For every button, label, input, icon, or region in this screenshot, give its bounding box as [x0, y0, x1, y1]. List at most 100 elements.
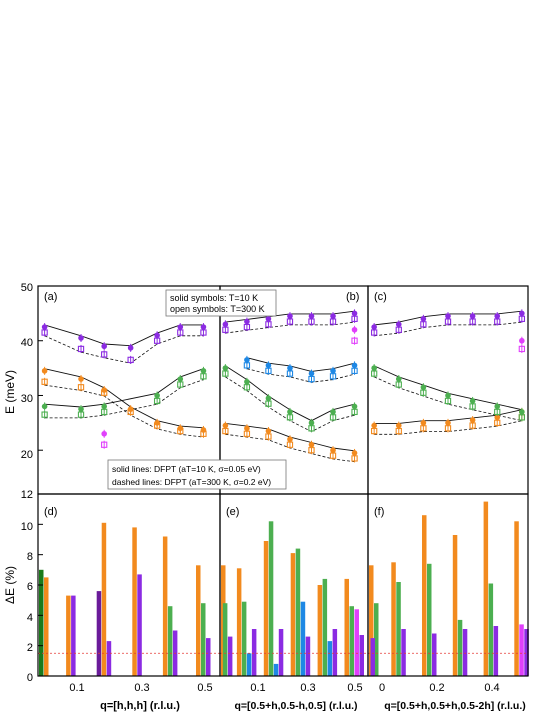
point-300K-a-magenta-0: [101, 441, 108, 448]
point-10K-a-purple-5: [177, 324, 184, 330]
dfpt-curve-solid-a-1: [44, 368, 204, 408]
point-300K-c-purple-4: [469, 318, 476, 325]
bar-e-2-purple: [278, 629, 284, 676]
point-300K-b-purple-0: [222, 326, 229, 333]
point-300K-b-purple-3: [286, 318, 294, 325]
point-300K-a-purple-2: [101, 351, 108, 358]
point-300K-b-green-1: [243, 384, 251, 391]
point-300K-c-green-0: [371, 370, 378, 377]
ytick-label-0: 0: [27, 672, 33, 684]
point-300K-c-orange-0: [371, 427, 378, 435]
point-300K-a-orange-6: [200, 430, 207, 437]
bar-e-3-blue: [300, 601, 306, 676]
ytick-label-50: 50: [21, 282, 33, 294]
point-10K-b-green-6: [351, 403, 358, 410]
point-10K-c-magenta-0: [519, 337, 525, 344]
point-10K-b-blue-1: [265, 362, 272, 369]
point-300K-b-orange-0: [222, 427, 229, 435]
point-300K-c-purple-0: [371, 329, 378, 336]
point-10K-a-purple-3: [127, 345, 134, 351]
bar-f-2-green: [427, 563, 432, 676]
point-300K-b-green-5: [329, 414, 337, 421]
bar-f-5-magenta: [519, 624, 524, 676]
point-300K-a-orange-5: [177, 427, 184, 435]
point-10K-a-orange-0: [41, 368, 48, 374]
bar-e-5-magenta: [354, 609, 359, 676]
xlabel-b: q=[0.5+h,0.5-h,0.5] (r.l.u.): [234, 700, 357, 712]
bar-d-1-orange: [66, 595, 71, 676]
legend-solid-symbols: solid symbols: T=10 K: [170, 293, 258, 303]
xtick-c-0.4: 0.4: [484, 682, 499, 694]
bar-e-1-green: [241, 601, 247, 676]
bar-e-3-purple: [305, 636, 311, 676]
bar-f-2-orange: [422, 515, 427, 676]
point-10K-c-purple-0: [371, 324, 377, 330]
bar-f-1-purple: [401, 629, 406, 676]
point-10K-a-green-3: [154, 392, 160, 399]
point-300K-b-purple-4: [308, 318, 315, 325]
legend-open-symbols: open symbols: T=300 K: [170, 304, 265, 314]
top-ytick-labels: 20 30 40 50: [21, 282, 33, 461]
bar-e-2-green: [268, 521, 274, 676]
point-10K-b-purple-2: [265, 316, 272, 322]
panel-labels: (a) (b) (c) (d) (e) (f): [44, 291, 387, 518]
point-10K-b-purple-4: [308, 313, 315, 319]
ytick-label-4: 4: [27, 612, 33, 624]
point-10K-b-blue-2: [287, 365, 293, 371]
point-10K-b-green-3: [287, 409, 293, 415]
point-300K-a-orange-3: [127, 408, 134, 416]
dfpt-curve-dashed-a-1: [44, 379, 204, 419]
ytick-label-6: 6: [27, 581, 33, 593]
point-10K-c-green-1: [395, 376, 402, 382]
bar-d-2-purple: [106, 641, 112, 676]
xtick-a-0.1: 0.1: [69, 682, 84, 694]
point-10K-b-orange-3: [287, 436, 293, 443]
point-10K-c-green-2: [420, 384, 427, 391]
point-10K-c-orange-4: [469, 417, 476, 423]
bar-d-0-darkgreen: [39, 569, 44, 676]
panel-label-a: (a): [44, 291, 57, 303]
point-300K-b-orange-1: [243, 430, 251, 437]
point-300K-c-orange-5: [494, 419, 501, 426]
point-300K-c-purple-1: [395, 326, 402, 333]
point-10K-c-purple-1: [395, 321, 402, 328]
point-300K-a-purple-5: [177, 329, 184, 336]
line-legend-box: [107, 459, 287, 490]
bar-f-2-purple: [432, 633, 437, 676]
point-10K-a-green-4: [177, 376, 184, 382]
xtick-labels: 0.1 0.3 0.5 0.1 0.3 0.5 0 0.2 0.4: [69, 682, 499, 694]
panel-label-f: (f): [374, 506, 384, 518]
point-300K-b-blue-0: [243, 362, 251, 369]
point-10K-c-orange-0: [371, 422, 377, 429]
bar-f-4-purple: [493, 626, 499, 676]
chart-marks: [38, 285, 529, 677]
symbol-legend-box: [165, 289, 277, 317]
dfpt-curve-dashed-b-2: [246, 368, 355, 383]
xlabel-c: q=[0.5+h,0.5+h,0.5-2h] (r.l.u.): [384, 700, 526, 712]
ytick-label-8: 8: [27, 551, 33, 563]
dfpt-dispersion-curves: [44, 310, 522, 463]
point-10K-b-blue-5: [351, 362, 358, 369]
point-10K-b-purple-5: [330, 313, 336, 319]
xtick-b-0.3: 0.3: [300, 682, 315, 694]
point-300K-a-green-4: [177, 381, 184, 388]
point-10K-c-purple-6: [519, 310, 525, 317]
point-10K-a-magenta-0: [101, 430, 107, 437]
bar-e-3-orange: [290, 553, 296, 676]
bar-d-5-green: [201, 603, 206, 676]
point-10K-b-purple-0: [222, 321, 229, 328]
bottom-ytick-labels: 12 10 8 6 4 2 0: [21, 489, 33, 684]
point-300K-b-purple-1: [243, 323, 251, 331]
bar-f-3-orange: [452, 535, 458, 676]
point-300K-a-green-5: [200, 373, 207, 380]
point-10K-c-orange-5: [494, 414, 501, 421]
bar-f-4-orange: [483, 501, 489, 676]
point-10K-a-green-1: [78, 406, 84, 412]
point-10K-b-orange-4: [308, 441, 315, 448]
point-10K-c-green-4: [469, 398, 476, 404]
bar-e-0-purple: [227, 636, 233, 676]
bar-d-4-green: [167, 606, 173, 676]
point-300K-b-blue-4: [329, 373, 337, 380]
panel-f-frame: [367, 493, 529, 677]
